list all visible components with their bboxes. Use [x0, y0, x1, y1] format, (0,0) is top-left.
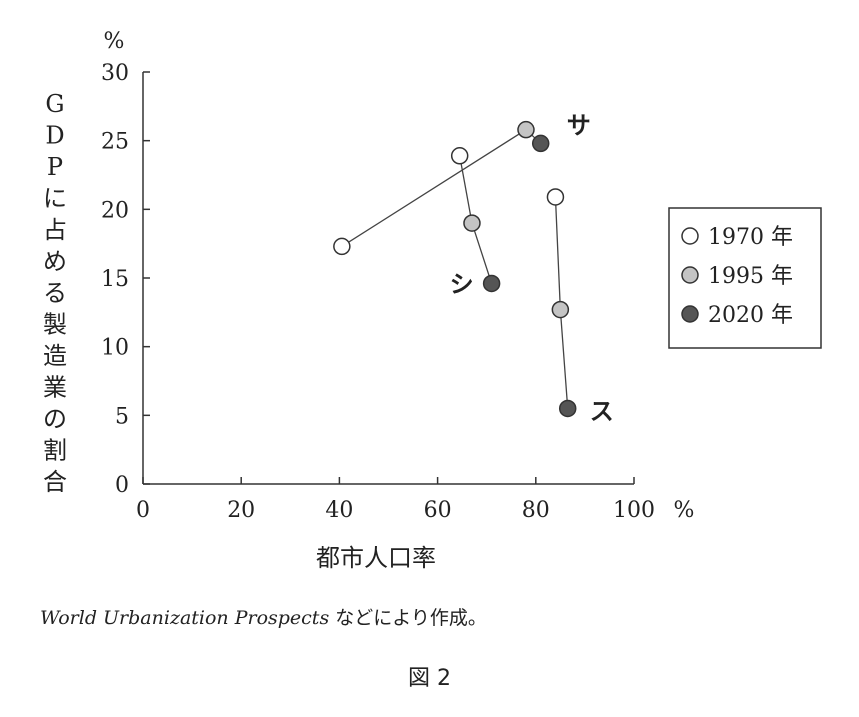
y-tick-label: 15 [101, 267, 129, 292]
chart-axes [142, 72, 634, 485]
chart: 0 5 10 15 20 25 30 0 20 40 60 80 100 % % G D P に占める製造業… [43, 29, 822, 572]
data-point [531, 134, 550, 153]
country-label: ス [590, 397, 614, 425]
data-point [463, 214, 481, 232]
country-label: シ [450, 270, 474, 298]
y-ticks: 0 5 10 15 20 25 30 [101, 61, 150, 498]
y-tick-label: 10 [101, 336, 129, 361]
series-lines [341, 128, 569, 409]
x-ticks: 0 20 40 60 80 100 [136, 477, 655, 523]
legend-marker [681, 305, 699, 323]
legend-label: 1970 年 [708, 225, 793, 250]
x-unit-label: % [674, 498, 695, 523]
country-line [341, 128, 542, 247]
legend-label: 2020 年 [708, 303, 793, 328]
source-note: World Urbanization Prospects などにより作成。 [40, 603, 487, 630]
source-suffix: などにより作成。 [335, 607, 487, 629]
data-point [551, 300, 570, 319]
data-point [482, 274, 501, 293]
x-tick-label: 40 [325, 498, 353, 523]
y-axis-label: G D P に占める製造業の割合 [43, 90, 67, 496]
data-point [546, 188, 565, 206]
legend: 1970 年 1995 年 2020 年 [668, 207, 822, 349]
data-point [333, 237, 351, 256]
x-tick-label: 60 [424, 498, 452, 523]
x-tick-label: 20 [227, 498, 255, 523]
figure-label: 図 2 [408, 666, 451, 691]
legend-label: 1995 年 [708, 264, 793, 289]
y-tick-label: 5 [115, 404, 129, 429]
data-point [517, 120, 535, 139]
source-title: World Urbanization Prospects [40, 607, 330, 629]
country-label: サ [567, 111, 591, 139]
y-tick-label: 20 [101, 198, 129, 223]
y-tick-label: 30 [101, 61, 129, 86]
data-points [333, 120, 577, 418]
y-tick-label: 0 [115, 473, 129, 498]
data-point [558, 399, 577, 418]
data-point [450, 147, 469, 165]
x-axis-label: 都市人口率 [316, 544, 436, 572]
y-tick-label: 25 [101, 130, 129, 155]
y-unit-label: % [104, 29, 125, 54]
legend-marker [681, 227, 699, 245]
legend-marker [681, 266, 699, 284]
country-labels: サシス [450, 111, 614, 425]
x-tick-label: 0 [136, 498, 150, 523]
x-tick-label: 80 [522, 498, 550, 523]
x-tick-label: 100 [613, 498, 655, 523]
